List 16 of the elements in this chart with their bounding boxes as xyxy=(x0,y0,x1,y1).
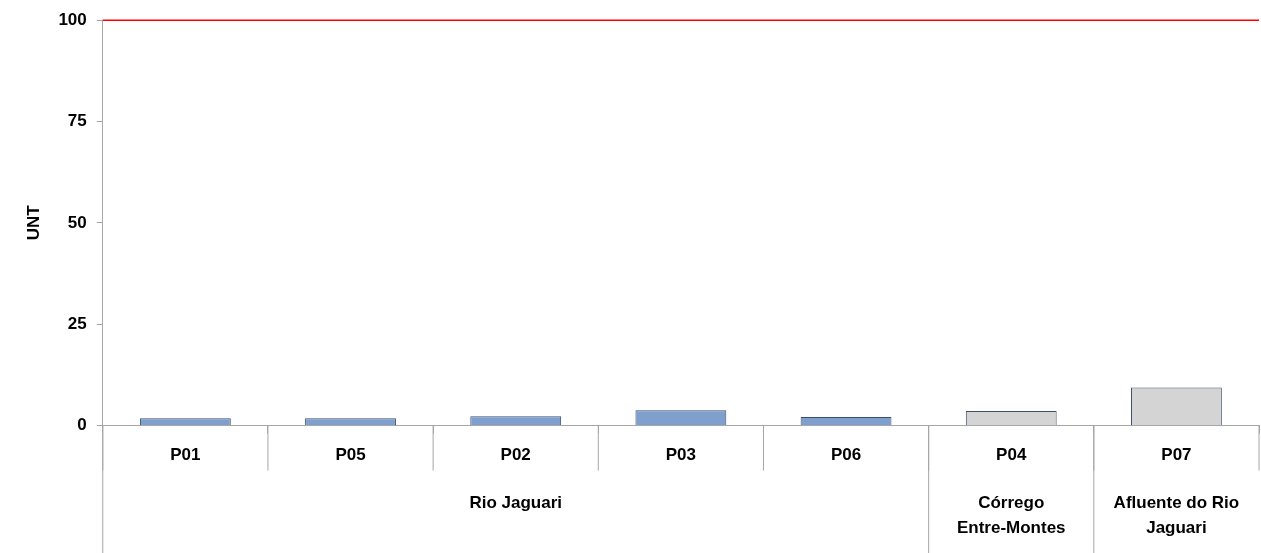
text: Córrego Entre-Montes xyxy=(956,493,1066,538)
x-tick-label: P01 xyxy=(170,445,201,465)
text: Afluente do Rio Jaguari xyxy=(1113,493,1240,538)
x-tick-label: P04 xyxy=(996,445,1027,465)
x-tick-label: P07 xyxy=(1161,445,1192,465)
x-tick-label: P06 xyxy=(830,445,862,465)
text: Rio Jaguari xyxy=(469,493,562,513)
x-tick-label: P03 xyxy=(665,445,697,465)
x-tick-label: P05 xyxy=(335,445,366,465)
y-tick-label: 50 xyxy=(67,212,87,232)
y-tick-label: 75 xyxy=(67,111,87,131)
y-axis-title: UNT xyxy=(23,204,43,241)
y-tick-label: 25 xyxy=(67,313,87,333)
y-tick-label: 0 xyxy=(77,415,87,435)
y-tick-label: 100 xyxy=(58,9,87,29)
x-tick-label: P02 xyxy=(500,445,531,465)
